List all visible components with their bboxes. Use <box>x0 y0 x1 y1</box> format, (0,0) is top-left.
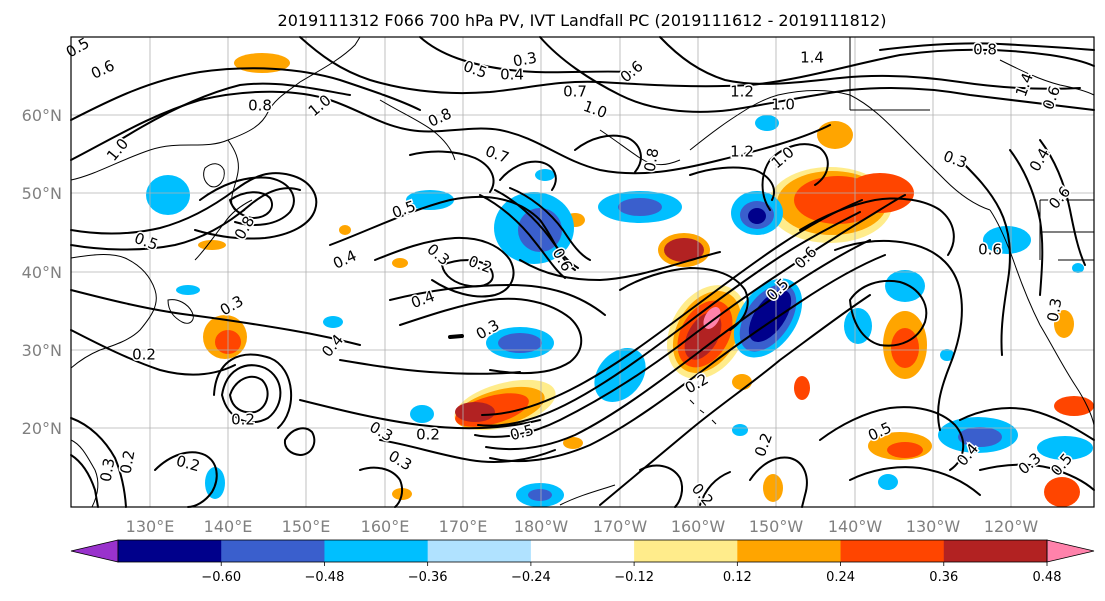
contour-label: 1.0 <box>771 96 795 114</box>
negative-anomalies <box>146 115 1093 507</box>
figure-title: 2019111312 F066 700 hPa PV, IVT Landfall… <box>278 11 887 30</box>
coastlines <box>70 36 1095 508</box>
lat-tick-label: 30°N <box>22 341 62 360</box>
contour-label: 0.8 <box>973 41 997 59</box>
colorbar-frame <box>117 539 1048 563</box>
longitude-tick-labels: 130°E 140°E 150°E 160°E 170°E 180°W 170°… <box>126 517 1039 536</box>
colorbar-segment <box>118 540 222 562</box>
lon-tick-label: 130°W <box>906 517 961 536</box>
contour-label: 1.2 <box>730 143 754 161</box>
contour-label: 0.2 <box>132 346 156 364</box>
contour-label: 0.6 <box>978 241 1002 259</box>
lon-tick-label: 150°W <box>749 517 804 536</box>
lon-tick-label: 140°E <box>204 517 253 536</box>
lon-tick-label: 140°W <box>828 517 883 536</box>
contour-label: 0.8 <box>248 97 272 115</box>
colorbar-segment <box>221 540 325 562</box>
map-frame <box>70 36 1095 508</box>
gridlines <box>71 37 1094 507</box>
colorbar-segment <box>324 540 429 562</box>
contour-label: 0.7 <box>563 83 587 101</box>
contour-label: 0.2 <box>231 411 255 429</box>
colorbar: −0.60 −0.48 −0.36 −0.24 −0.12 0.12 0.24 0.36 0.4… <box>70 539 1095 585</box>
contours <box>70 36 1095 508</box>
colorbar-segment <box>634 540 738 562</box>
colorbar-segment <box>530 540 635 562</box>
colorbar-segment <box>737 540 842 562</box>
colorbar-tick-label: −0.60 <box>201 570 241 585</box>
lon-tick-label: 160°W <box>671 517 726 536</box>
lat-tick-label: 20°N <box>22 419 62 438</box>
lon-tick-label: 160°E <box>361 517 410 536</box>
colorbar-tick-label: −0.36 <box>408 570 448 585</box>
lon-tick-label: 180°W <box>514 517 569 536</box>
lat-tick-label: 40°N <box>22 263 62 282</box>
colorbar-tick-label: −0.48 <box>305 570 345 585</box>
lat-tick-label: 50°N <box>22 184 62 203</box>
colorbar-segment <box>943 540 1048 562</box>
contour-label: 0.2 <box>416 426 440 444</box>
lon-tick-label: 150°E <box>282 517 331 536</box>
contour-label: 0.3 <box>1044 297 1066 324</box>
lon-tick-label: 170°W <box>593 517 648 536</box>
lon-tick-label: 170°E <box>439 517 488 536</box>
colorbar-segment <box>427 540 532 562</box>
lat-tick-label: 60°N <box>22 106 62 125</box>
lon-tick-label: 130°E <box>126 517 175 536</box>
colorbar-tick-label: −0.24 <box>511 570 551 585</box>
colorbar-segment <box>840 540 945 562</box>
colorbar-tick-label: 0.12 <box>723 570 752 585</box>
colorbar-extend-low <box>70 539 119 563</box>
contour-label: 1.2 <box>730 83 754 101</box>
colorbar-tick-label: 0.36 <box>929 570 958 585</box>
lon-tick-label: 120°W <box>984 517 1039 536</box>
colorbar-extend-high <box>1046 539 1095 563</box>
map-panel: 0.5 0.6 0.3 0.5 0.4 0.6 0.7 1.0 1.4 0.8 … <box>61 32 1095 511</box>
colorbar-tick-label: 0.48 <box>1033 570 1062 585</box>
latitude-tick-labels: 60°N 50°N 40°N 30°N 20°N <box>22 106 62 438</box>
contour-label: 1.4 <box>800 49 824 67</box>
contour-label: 0.4 <box>500 66 524 84</box>
contour-label: 0.3 <box>97 457 119 484</box>
colorbar-tick-label: −0.12 <box>614 570 654 585</box>
colorbar-tick-label: 0.24 <box>826 570 855 585</box>
